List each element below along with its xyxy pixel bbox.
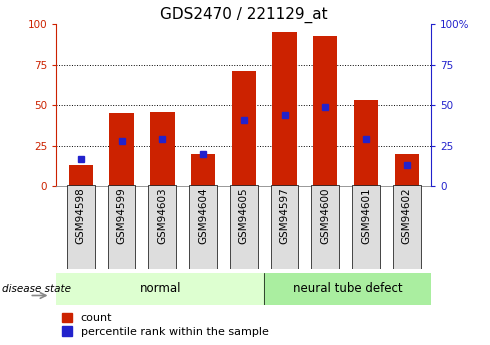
Text: GSM94605: GSM94605 [239,187,249,244]
Bar [56,273,264,305]
FancyBboxPatch shape [108,185,135,269]
Bar [264,273,431,305]
Text: GSM94599: GSM94599 [117,187,126,244]
Text: GSM94601: GSM94601 [361,187,371,244]
Text: normal: normal [140,283,181,295]
Bar [191,154,215,186]
FancyBboxPatch shape [270,185,298,269]
FancyBboxPatch shape [352,185,380,269]
Legend: count, percentile rank within the sample: count, percentile rank within the sample [62,313,269,337]
Bar [150,112,174,186]
Text: disease state: disease state [2,284,72,294]
Text: GSM94598: GSM94598 [76,187,86,244]
Text: GSM94602: GSM94602 [402,187,412,244]
Bar [109,113,134,186]
Bar [354,100,378,186]
Bar [232,71,256,186]
FancyBboxPatch shape [67,185,95,269]
Text: neural tube defect: neural tube defect [293,283,402,295]
FancyBboxPatch shape [393,185,420,269]
FancyBboxPatch shape [230,185,258,269]
Bar [313,36,338,186]
Text: GSM94604: GSM94604 [198,187,208,244]
Text: GSM94597: GSM94597 [279,187,290,244]
FancyBboxPatch shape [312,185,339,269]
Bar [394,154,419,186]
Text: GSM94600: GSM94600 [320,187,330,244]
Text: GSM94603: GSM94603 [157,187,167,244]
Bar [69,165,93,186]
FancyBboxPatch shape [148,185,176,269]
Bar [272,32,297,186]
FancyBboxPatch shape [189,185,217,269]
Title: GDS2470 / 221129_at: GDS2470 / 221129_at [160,7,328,23]
